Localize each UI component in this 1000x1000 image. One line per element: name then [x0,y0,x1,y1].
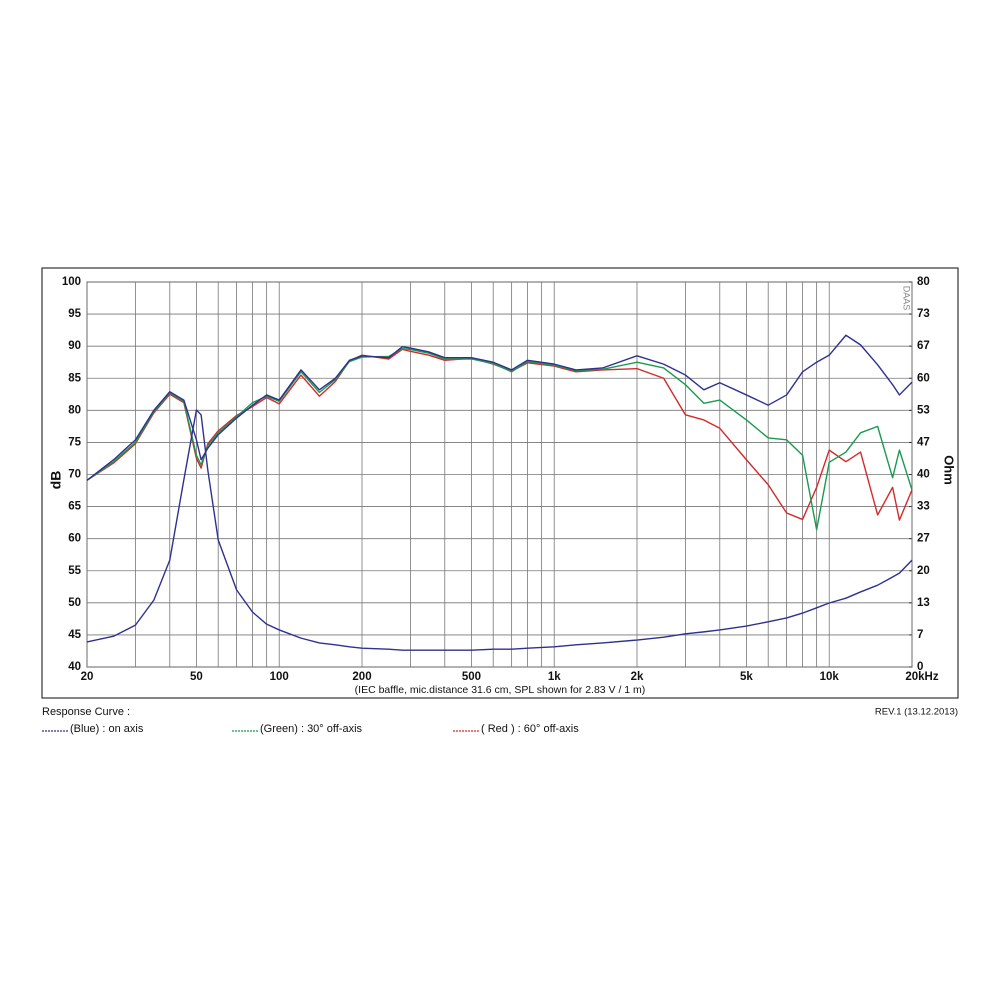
y2-axis-label: Ohm [942,455,957,485]
y-tick-label: 95 [68,308,81,320]
legend-label: (Green) : 30° off-axis [260,723,363,735]
y-tick-label: 90 [68,340,81,352]
legend-label: (Blue) : on axis [70,723,144,735]
x-tick-label: 1k [548,671,561,683]
y2-tick-label: 40 [917,469,930,481]
y-tick-label: 40 [68,661,81,673]
y-tick-label: 100 [62,276,81,288]
y-tick-label: 50 [68,597,81,609]
y2-tick-label: 13 [917,597,930,609]
y2-tick-label: 67 [917,340,930,352]
series-line [86,409,913,651]
y2-tick-label: 33 [917,501,930,513]
y2-tick-label: 20 [917,565,930,577]
y-tick-label: 85 [68,372,81,384]
y2-tick-label: 47 [917,436,930,448]
x-tick-label: 20 [81,671,94,683]
x-tick-label: 20kHz [905,671,938,683]
x-tick-label: 50 [190,671,203,683]
y-axis-label: dB [48,471,64,490]
y2-tick-label: 73 [917,308,930,320]
legend-label: ( Red ) : 60° off-axis [481,723,579,735]
y-tick-label: 75 [68,436,81,448]
x-tick-label: 10k [820,671,840,683]
y-tick-label: 65 [68,501,81,513]
x-tick-label: 200 [352,671,371,683]
y2-tick-label: 60 [917,372,930,384]
x-tick-label: 2k [631,671,644,683]
y-tick-label: 55 [68,565,81,577]
revision: REV.1 (13.12.2013) [875,707,958,718]
y-tick-label: 60 [68,533,81,545]
note: (IEC baffle, mic.distance 31.6 cm, SPL s… [355,684,646,696]
frame [41,267,959,699]
legend-title: Response Curve : [42,706,130,718]
y-tick-label: 80 [68,404,81,416]
y-tick-label: 45 [68,629,81,641]
series-line [86,334,913,481]
x-tick-label: 5k [740,671,753,683]
y2-tick-label: 27 [917,533,930,545]
watermark: DAAS [902,286,912,311]
y2-tick-label: 0 [917,661,923,673]
y2-tick-label: 80 [917,276,930,288]
x-tick-label: 500 [462,671,481,683]
x-tick-label: 100 [270,671,289,683]
y-tick-label: 70 [68,469,81,481]
y2-tick-label: 7 [917,629,923,641]
y2-tick-label: 53 [917,404,930,416]
